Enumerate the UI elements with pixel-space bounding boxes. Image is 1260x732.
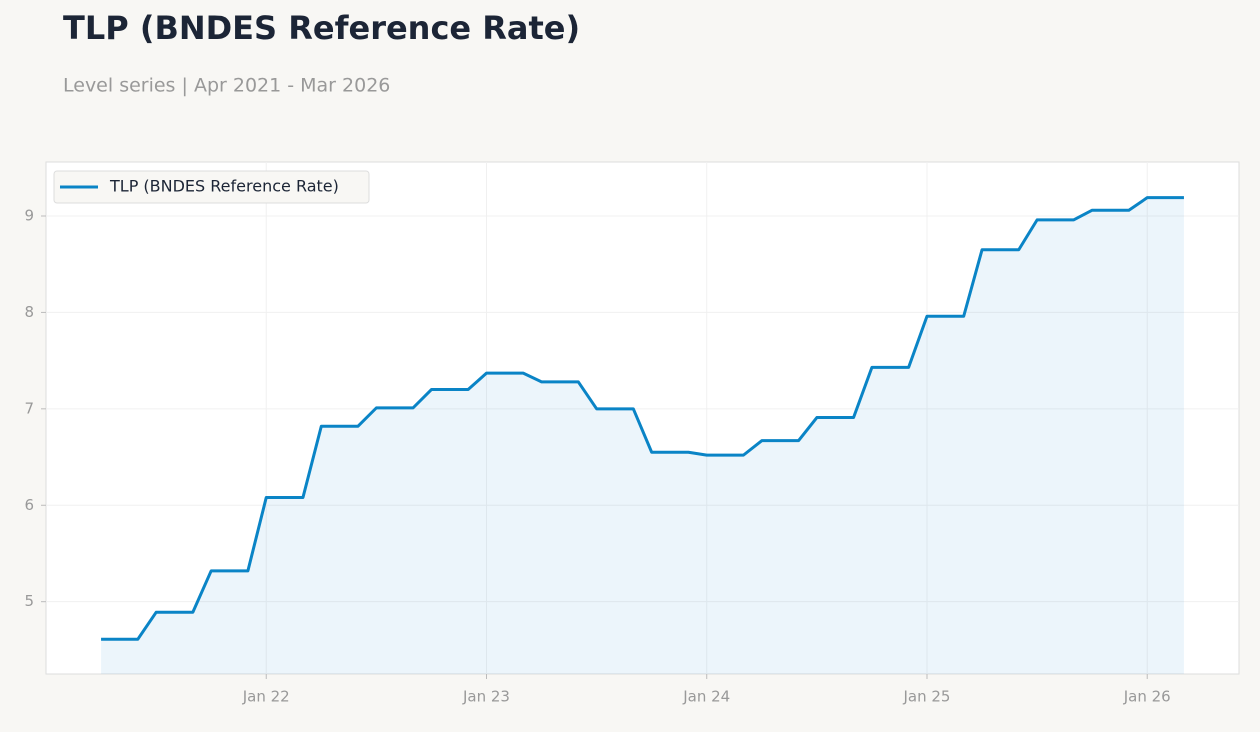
x-tick-label: Jan 24 (682, 688, 730, 706)
x-tick-label: Jan 22 (242, 688, 290, 706)
chart-title: TLP (BNDES Reference Rate) (63, 9, 580, 47)
x-tick-label: Jan 23 (462, 688, 510, 706)
y-tick-label: 7 (24, 399, 34, 417)
x-tick-label: Jan 25 (902, 688, 950, 706)
y-tick-label: 5 (24, 592, 34, 610)
y-tick-label: 8 (24, 303, 34, 321)
x-tick-label: Jan 26 (1123, 688, 1171, 706)
line (101, 196, 1184, 641)
y-tick-label: 6 (24, 496, 34, 514)
y-tick-label: 9 (24, 206, 34, 224)
area (101, 197, 1184, 674)
legend-label: TLP (BNDES Reference Rate) (109, 177, 339, 196)
legend: TLP (BNDES Reference Rate) (53, 170, 370, 204)
chart-subtitle: Level series | Apr 2021 - Mar 2026 (63, 75, 390, 97)
legend-box (53, 170, 370, 204)
plot-area (45, 161, 1240, 675)
